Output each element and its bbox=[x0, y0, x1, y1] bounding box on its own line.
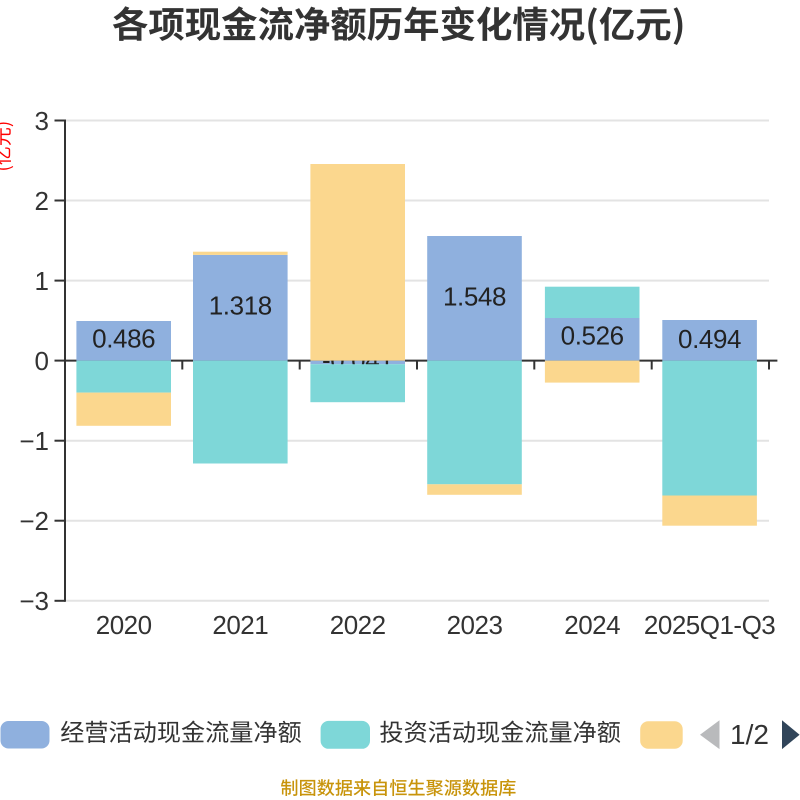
svg-text:2020: 2020 bbox=[96, 610, 152, 640]
svg-text:1/2: 1/2 bbox=[730, 719, 769, 750]
svg-text:1: 1 bbox=[35, 266, 49, 296]
svg-text:2024: 2024 bbox=[564, 610, 620, 640]
svg-text:2021: 2021 bbox=[212, 610, 268, 640]
svg-text:0.494: 0.494 bbox=[678, 324, 741, 354]
svg-text:−1: −1 bbox=[19, 426, 49, 456]
svg-text:−3: −3 bbox=[19, 586, 49, 616]
svg-text:0.526: 0.526 bbox=[561, 321, 624, 351]
svg-text:0: 0 bbox=[35, 346, 49, 376]
svg-text:2: 2 bbox=[35, 186, 49, 216]
svg-text:3: 3 bbox=[35, 106, 49, 136]
svg-text:1.318: 1.318 bbox=[209, 291, 272, 321]
svg-text:2025Q1-Q3: 2025Q1-Q3 bbox=[644, 610, 775, 640]
svg-text:−2: −2 bbox=[19, 506, 49, 536]
svg-text:1.548: 1.548 bbox=[443, 281, 506, 311]
svg-text:2022: 2022 bbox=[330, 610, 386, 640]
svg-text:0.486: 0.486 bbox=[92, 324, 155, 354]
svg-text:2023: 2023 bbox=[447, 610, 503, 640]
